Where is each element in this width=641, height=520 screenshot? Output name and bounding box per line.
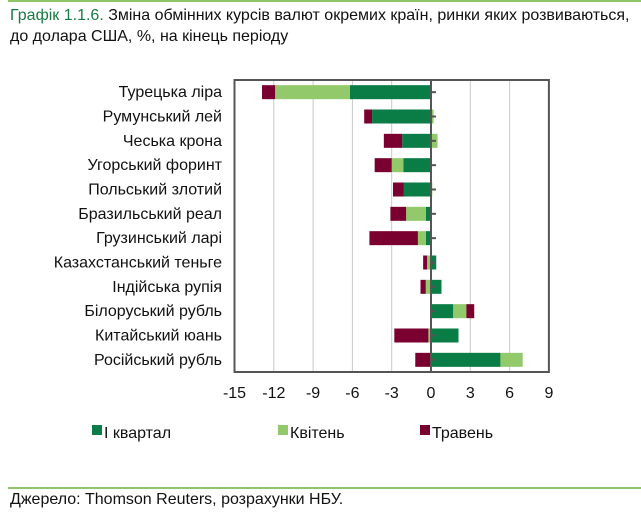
category-label: Індійська рупія [112, 279, 222, 296]
bar-2 [428, 328, 431, 343]
bar-2 [406, 206, 426, 221]
bar-1 [372, 109, 431, 124]
x-tick-label: 9 [544, 385, 553, 402]
bar-1 [431, 279, 442, 294]
category-label: Білоруський рубль [84, 303, 222, 320]
bottom-divider [8, 487, 641, 489]
bar-3 [390, 206, 407, 221]
category-label: Угорський форинт [88, 157, 223, 174]
bar-3 [394, 328, 429, 343]
bar-1 [431, 328, 459, 343]
category-label: Польський злотий [88, 182, 222, 199]
category-label: Казахстанський теньге [54, 255, 222, 272]
category-label: Чеська крона [123, 133, 222, 150]
x-tick-label: -9 [306, 385, 320, 402]
plot-frame [233, 79, 550, 373]
bar-3 [466, 304, 475, 319]
x-tick-label: 3 [466, 385, 475, 402]
chart-title-text: Зміна обмінних курсів валют окремих краї… [10, 7, 630, 45]
x-tick-label: 0 [427, 385, 436, 402]
x-tick-label: -3 [385, 385, 399, 402]
bar-1 [402, 133, 431, 148]
bar-3 [262, 85, 276, 100]
source-note: Джерело: Thomson Reuters, розрахунки НБУ… [10, 491, 344, 508]
legend-swatch [278, 425, 288, 435]
bar-2 [427, 255, 431, 270]
bar-1 [403, 182, 431, 197]
category-label: Турецька ліра [119, 84, 222, 101]
x-tick-label: 6 [505, 385, 514, 402]
bar-2 [417, 231, 426, 246]
bar-1 [431, 352, 501, 367]
bar-2 [425, 279, 431, 294]
bar-3 [383, 133, 403, 148]
bar-1 [431, 304, 454, 319]
bar-3 [415, 352, 431, 367]
bar-1 [425, 231, 431, 246]
bar-1 [403, 158, 431, 173]
bar-3 [423, 255, 428, 270]
chart-title: Графік 1.1.6. Зміна обмінних курсів валю… [10, 5, 630, 47]
bar-1 [425, 206, 431, 221]
legend-label: Травень [432, 425, 493, 442]
bar-2 [500, 352, 523, 367]
legend-swatch [420, 425, 430, 435]
x-tick-label: -15 [223, 385, 246, 402]
bar-3 [420, 279, 426, 294]
bar-3 [369, 231, 418, 246]
bar-2 [391, 158, 404, 173]
bar-3 [364, 109, 373, 124]
category-label: Бразильський реал [78, 206, 222, 223]
category-label: Грузинський ларі [96, 230, 222, 247]
chart-number: Графік 1.1.6. [10, 7, 104, 24]
x-tick-label: -6 [345, 385, 359, 402]
category-label: Румунський лей [103, 109, 222, 126]
category-label: Китайський юань [95, 328, 222, 345]
bar-3 [393, 182, 404, 197]
legend-label: І квартал [104, 425, 171, 442]
bar-3 [374, 158, 392, 173]
legend-swatch [92, 425, 102, 435]
bar-2 [453, 304, 467, 319]
legend-label: Квітень [290, 425, 345, 442]
bar-2 [275, 85, 350, 100]
category-label: Російський рубль [94, 352, 222, 369]
x-tick-label: -12 [262, 385, 285, 402]
bar-1 [349, 85, 431, 100]
bar-chart: Турецька ліра Румунський лей Чеська крона У… [54, 79, 553, 442]
top-divider [8, 0, 641, 2]
